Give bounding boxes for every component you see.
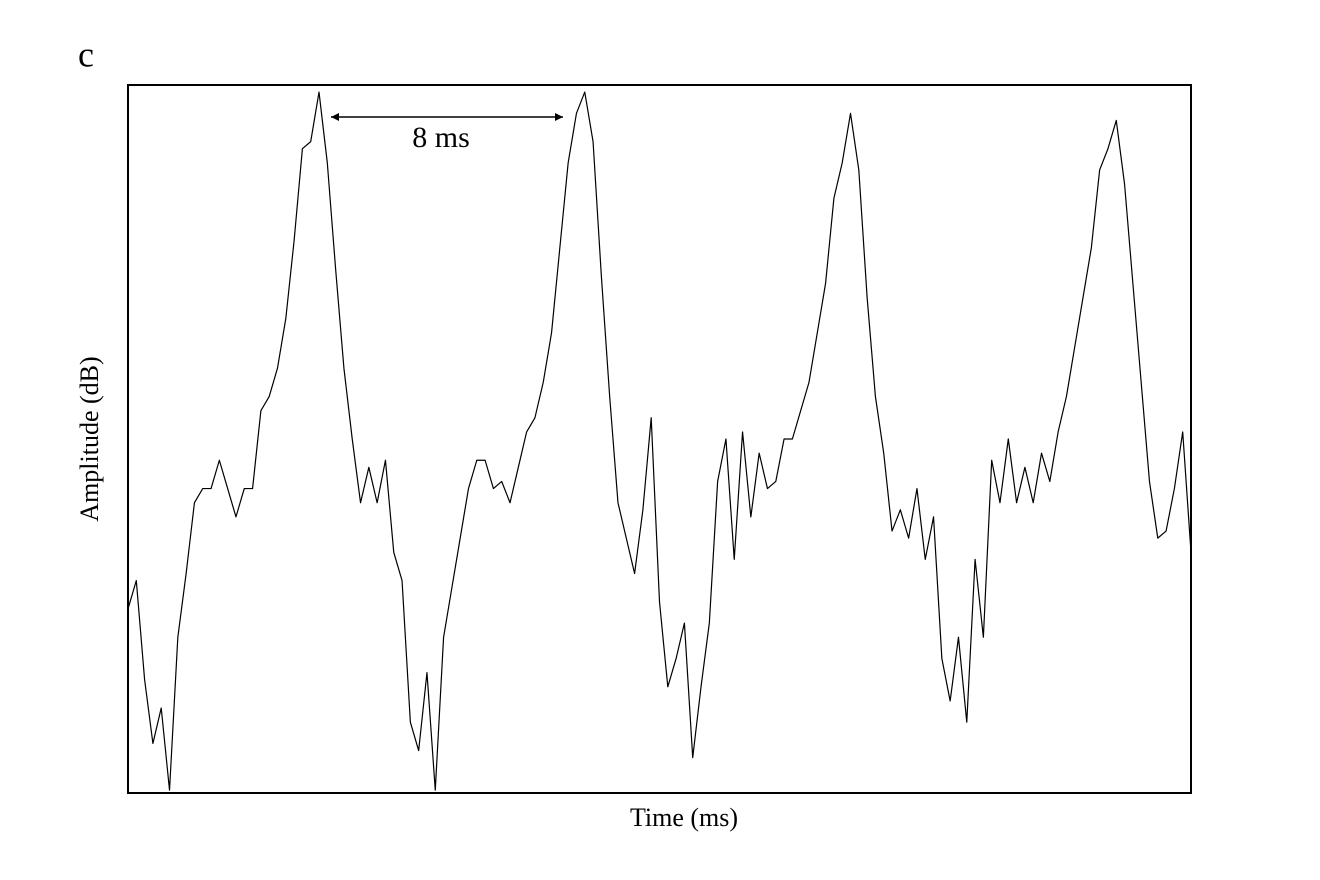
- y-axis-label: Amplitude (dB): [75, 356, 104, 521]
- panel-label: c: [78, 34, 94, 74]
- x-axis-label: Time (ms): [630, 803, 738, 832]
- annotation: 8 ms: [412, 121, 470, 154]
- plot-frame: [127, 84, 1192, 794]
- data-line: [127, 91, 1192, 791]
